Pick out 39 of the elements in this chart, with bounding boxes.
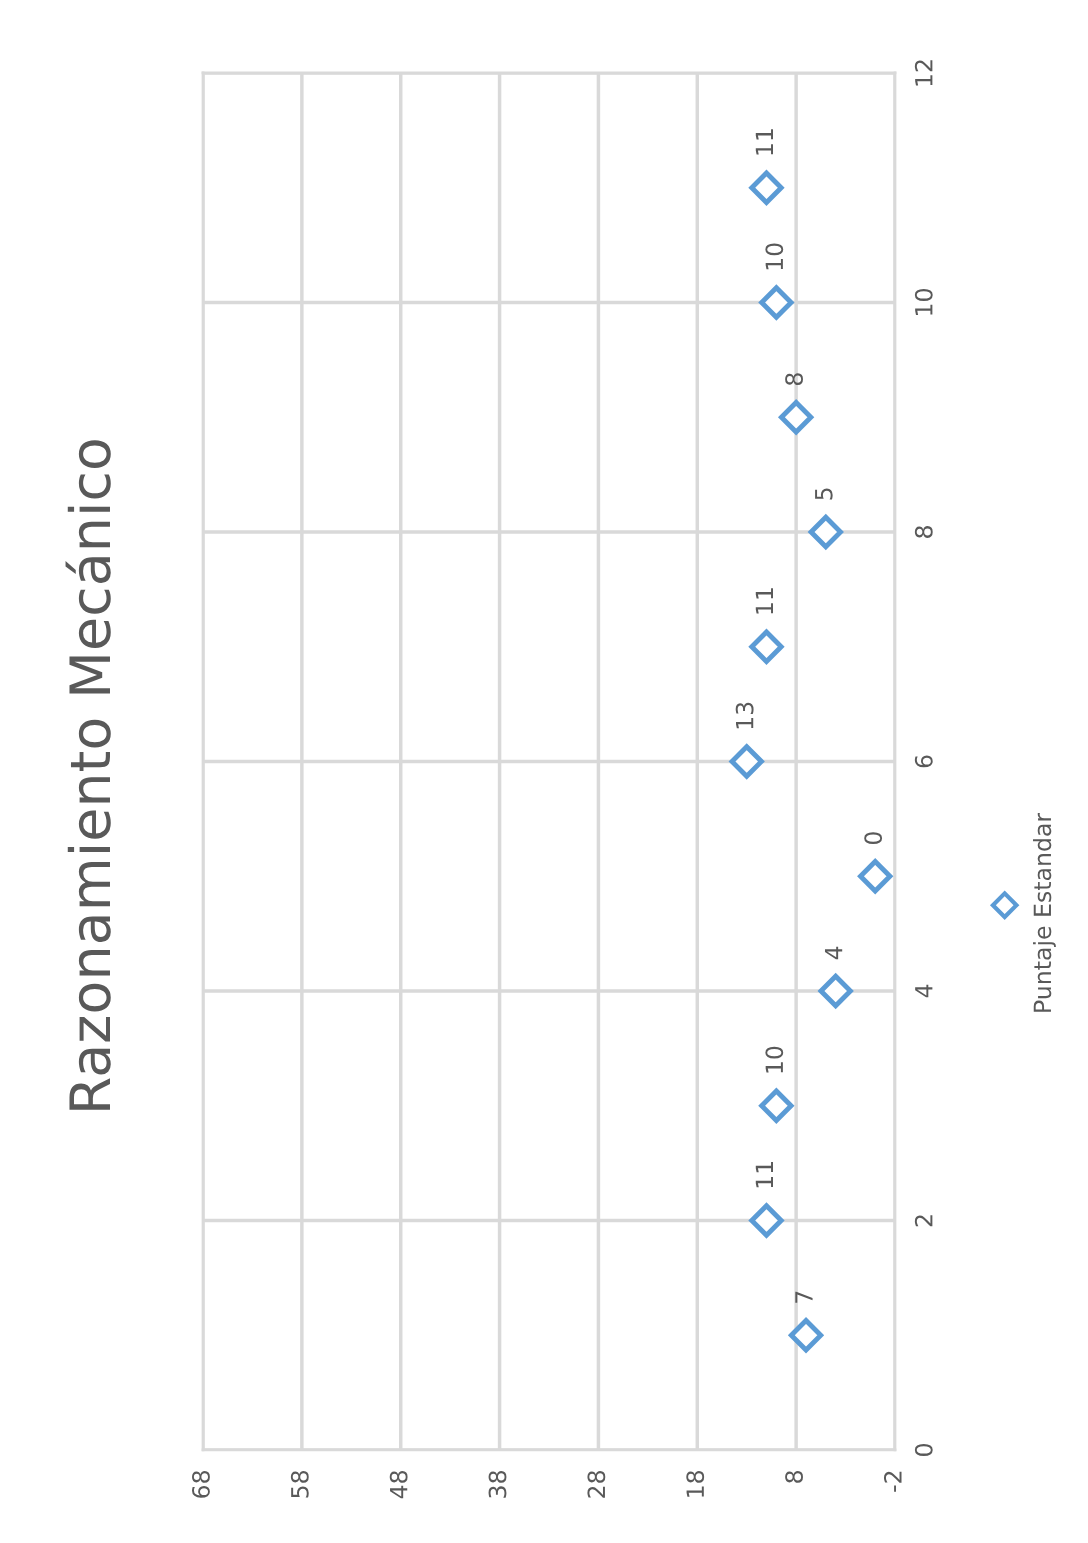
text: Razonamiento Mecánico [65, 440, 111, 1110]
annotation: 13 [735, 702, 754, 729]
annotation: 0 [864, 832, 883, 845]
point [759, 285, 794, 320]
annotation: 11 [755, 588, 773, 614]
y-tick-label: 12 [914, 60, 933, 86]
point [858, 859, 893, 894]
point [818, 973, 853, 1009]
annotation: 5 [815, 488, 833, 500]
annotation: 10 [765, 243, 784, 270]
x-tick-label: 28 [587, 1471, 606, 1498]
x-tick-label: -2 [883, 1471, 902, 1492]
annotation: 8 [785, 373, 803, 386]
point [749, 170, 784, 205]
annotation: 7 [795, 1291, 813, 1303]
y-tick-label: 4 [915, 984, 933, 998]
x-tick-label: 38 [488, 1471, 507, 1498]
x-tick-label: 58 [290, 1471, 309, 1498]
point [749, 1203, 784, 1238]
y-tick-label: 0 [914, 1444, 933, 1456]
x-tick-label: 48 [389, 1471, 408, 1499]
annotation: 4 [824, 946, 843, 960]
point [788, 1318, 824, 1353]
point [729, 744, 764, 779]
x-tick-label: 68 [192, 1471, 210, 1498]
annotation: 10 [765, 1046, 784, 1073]
y-tick-label: 10 [914, 289, 933, 315]
point [759, 1088, 794, 1123]
annotation: 11 [755, 129, 773, 155]
y-tick-label: 2 [914, 1215, 933, 1227]
x-tick-label: 18 [686, 1471, 705, 1497]
y-tick-label: 8 [914, 526, 933, 538]
y-tick-label: 6 [914, 755, 933, 768]
annotation: 11 [755, 1162, 773, 1188]
legend-label: Puntaje Estandar [1033, 812, 1056, 1012]
x-tick-label: 8 [785, 1471, 803, 1483]
point [778, 400, 814, 435]
point [808, 514, 843, 550]
point [749, 629, 784, 664]
